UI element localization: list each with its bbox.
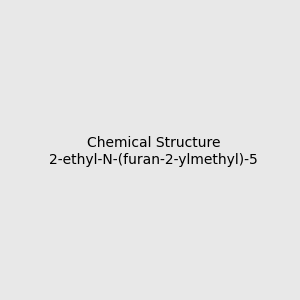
Text: Chemical Structure
2-ethyl-N-(furan-2-ylmethyl)-5: Chemical Structure 2-ethyl-N-(furan-2-yl…: [50, 136, 258, 166]
